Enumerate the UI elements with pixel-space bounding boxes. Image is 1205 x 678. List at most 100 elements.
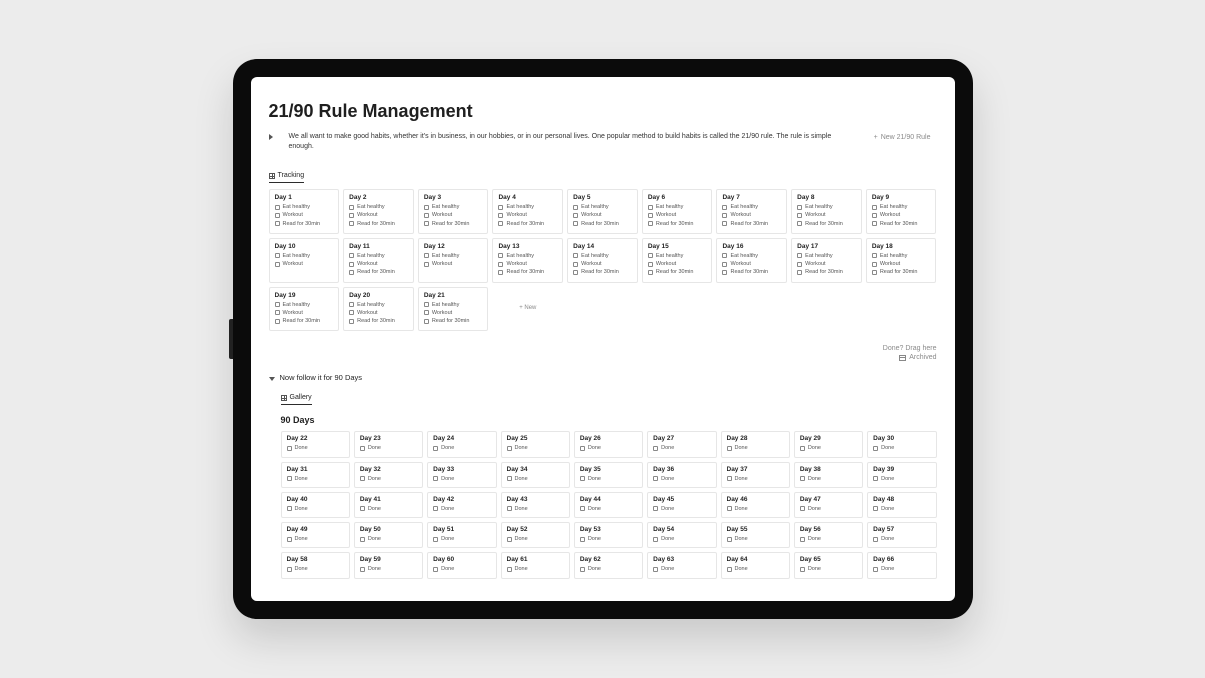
- checkbox-icon[interactable]: [580, 446, 585, 451]
- checkbox-icon[interactable]: [580, 476, 585, 481]
- checkbox-icon[interactable]: [722, 253, 727, 258]
- intro-toggle-icon[interactable]: [269, 134, 273, 140]
- checkbox-icon[interactable]: [275, 262, 280, 267]
- checkbox-icon[interactable]: [573, 262, 578, 267]
- checkbox-icon[interactable]: [873, 537, 878, 542]
- checkbox-icon[interactable]: [275, 310, 280, 315]
- checkbox-icon[interactable]: [873, 506, 878, 511]
- checkbox-icon[interactable]: [424, 253, 429, 258]
- ninety-card[interactable]: Day 29Done: [794, 431, 863, 457]
- ninety-card[interactable]: Day 23Done: [354, 431, 423, 457]
- checkbox-icon[interactable]: [873, 567, 878, 572]
- checkbox-icon[interactable]: [287, 567, 292, 572]
- ninety-card[interactable]: Day 43Done: [501, 492, 570, 518]
- checkbox-icon[interactable]: [424, 302, 429, 307]
- checkbox-icon[interactable]: [800, 506, 805, 511]
- checkbox-icon[interactable]: [872, 213, 877, 218]
- checkbox-icon[interactable]: [498, 213, 503, 218]
- archived-link[interactable]: Archived: [899, 354, 936, 361]
- checkbox-icon[interactable]: [349, 262, 354, 267]
- ninety-card[interactable]: Day 55Done: [721, 522, 790, 548]
- ninety-card[interactable]: Day 37Done: [721, 462, 790, 488]
- checkbox-icon[interactable]: [507, 476, 512, 481]
- checkbox-icon[interactable]: [800, 537, 805, 542]
- screen-content[interactable]: 21/90 Rule Management We all want to mak…: [251, 77, 955, 601]
- ninety-card[interactable]: Day 27Done: [647, 431, 716, 457]
- checkbox-icon[interactable]: [349, 270, 354, 275]
- ninety-card[interactable]: Day 41Done: [354, 492, 423, 518]
- ninety-card[interactable]: Day 65Done: [794, 552, 863, 578]
- ninety-card[interactable]: Day 32Done: [354, 462, 423, 488]
- checkbox-icon[interactable]: [275, 253, 280, 258]
- ninety-card[interactable]: Day 59Done: [354, 552, 423, 578]
- checkbox-icon[interactable]: [507, 506, 512, 511]
- checkbox-icon[interactable]: [797, 270, 802, 275]
- tracking-card[interactable]: Day 16Eat healthyWorkoutRead for 30min: [716, 238, 787, 283]
- checkbox-icon[interactable]: [424, 221, 429, 226]
- checkbox-icon[interactable]: [498, 270, 503, 275]
- tracking-card[interactable]: Day 10Eat healthyWorkout: [269, 238, 340, 283]
- tab-tracking[interactable]: Tracking: [269, 172, 305, 183]
- tracking-card[interactable]: Day 5Eat healthyWorkoutRead for 30min: [567, 189, 638, 234]
- checkbox-icon[interactable]: [360, 537, 365, 542]
- tracking-card[interactable]: Day 6Eat healthyWorkoutRead for 30min: [642, 189, 713, 234]
- checkbox-icon[interactable]: [727, 476, 732, 481]
- tracking-card[interactable]: Day 14Eat healthyWorkoutRead for 30min: [567, 238, 638, 283]
- checkbox-icon[interactable]: [797, 221, 802, 226]
- checkbox-icon[interactable]: [573, 253, 578, 258]
- checkbox-icon[interactable]: [433, 506, 438, 511]
- checkbox-icon[interactable]: [275, 319, 280, 324]
- checkbox-icon[interactable]: [797, 213, 802, 218]
- checkbox-icon[interactable]: [648, 205, 653, 210]
- tracking-card[interactable]: Day 8Eat healthyWorkoutRead for 30min: [791, 189, 862, 234]
- checkbox-icon[interactable]: [653, 506, 658, 511]
- ninety-card[interactable]: Day 58Done: [281, 552, 350, 578]
- ninety-card[interactable]: Day 42Done: [427, 492, 496, 518]
- checkbox-icon[interactable]: [349, 310, 354, 315]
- ninety-card[interactable]: Day 49Done: [281, 522, 350, 548]
- checkbox-icon[interactable]: [498, 221, 503, 226]
- checkbox-icon[interactable]: [573, 213, 578, 218]
- tracking-card[interactable]: Day 20Eat healthyWorkoutRead for 30min: [343, 287, 414, 332]
- ninety-card[interactable]: Day 36Done: [647, 462, 716, 488]
- checkbox-icon[interactable]: [727, 567, 732, 572]
- checkbox-icon[interactable]: [360, 446, 365, 451]
- ninety-card[interactable]: Day 40Done: [281, 492, 350, 518]
- checkbox-icon[interactable]: [722, 262, 727, 267]
- checkbox-icon[interactable]: [800, 446, 805, 451]
- checkbox-icon[interactable]: [797, 262, 802, 267]
- tracking-card[interactable]: Day 17Eat healthyWorkoutRead for 30min: [791, 238, 862, 283]
- checkbox-icon[interactable]: [653, 446, 658, 451]
- checkbox-icon[interactable]: [800, 567, 805, 572]
- checkbox-icon[interactable]: [872, 262, 877, 267]
- checkbox-icon[interactable]: [800, 476, 805, 481]
- ninety-card[interactable]: Day 26Done: [574, 431, 643, 457]
- ninety-card[interactable]: Day 50Done: [354, 522, 423, 548]
- checkbox-icon[interactable]: [872, 221, 877, 226]
- ninety-card[interactable]: Day 53Done: [574, 522, 643, 548]
- checkbox-icon[interactable]: [287, 446, 292, 451]
- checkbox-icon[interactable]: [573, 205, 578, 210]
- ninety-card[interactable]: Day 51Done: [427, 522, 496, 548]
- checkbox-icon[interactable]: [349, 253, 354, 258]
- tracking-card[interactable]: Day 12Eat healthyWorkout: [418, 238, 489, 283]
- ninety-card[interactable]: Day 38Done: [794, 462, 863, 488]
- ninety-card[interactable]: Day 34Done: [501, 462, 570, 488]
- tracking-card[interactable]: Day 15Eat healthyWorkoutRead for 30min: [642, 238, 713, 283]
- checkbox-icon[interactable]: [722, 213, 727, 218]
- checkbox-icon[interactable]: [433, 567, 438, 572]
- tracking-card[interactable]: Day 19Eat healthyWorkoutRead for 30min: [269, 287, 340, 332]
- checkbox-icon[interactable]: [360, 506, 365, 511]
- checkbox-icon[interactable]: [433, 537, 438, 542]
- tracking-card[interactable]: Day 7Eat healthyWorkoutRead for 30min: [716, 189, 787, 234]
- ninety-card[interactable]: Day 46Done: [721, 492, 790, 518]
- ninety-card[interactable]: Day 30Done: [867, 431, 936, 457]
- checkbox-icon[interactable]: [872, 253, 877, 258]
- checkbox-icon[interactable]: [573, 270, 578, 275]
- checkbox-icon[interactable]: [648, 213, 653, 218]
- tracking-card[interactable]: Day 18Eat healthyWorkoutRead for 30min: [866, 238, 937, 283]
- checkbox-icon[interactable]: [648, 221, 653, 226]
- checkbox-icon[interactable]: [873, 446, 878, 451]
- checkbox-icon[interactable]: [580, 506, 585, 511]
- checkbox-icon[interactable]: [349, 221, 354, 226]
